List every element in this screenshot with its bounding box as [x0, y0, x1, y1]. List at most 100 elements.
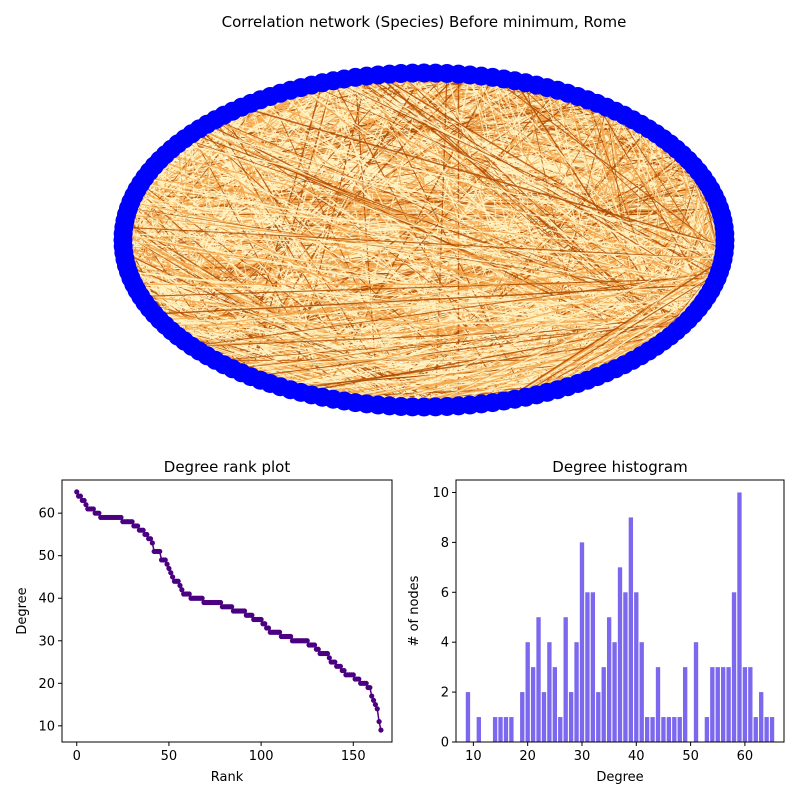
network-edge	[503, 264, 722, 402]
hist-bar	[525, 642, 530, 742]
network-edge	[492, 76, 725, 254]
hist-bar	[552, 667, 557, 742]
hist-bar	[476, 717, 481, 742]
rank-y-tick-label: 60	[38, 507, 55, 522]
network-edge	[377, 245, 726, 406]
network-edge	[241, 106, 726, 248]
network-edge	[184, 138, 694, 315]
network-edge	[126, 214, 425, 408]
histogram-title: Degree histogram	[552, 458, 687, 476]
hist-bar	[541, 692, 547, 742]
network-edge	[280, 283, 715, 388]
network-edge	[280, 324, 683, 388]
network-edge	[140, 295, 657, 347]
network-edge	[154, 313, 568, 388]
rank-y-tick-label: 10	[38, 719, 55, 734]
network-edge	[177, 143, 725, 254]
hist-bar	[503, 717, 509, 742]
network-edge	[388, 73, 589, 381]
network-edge	[171, 252, 725, 332]
rank-point	[356, 676, 362, 682]
network-edge	[164, 87, 302, 326]
hist-y-label: # of nodes	[407, 575, 422, 646]
hist-bar	[742, 667, 748, 742]
network-edge	[123, 232, 657, 348]
network-edge	[140, 277, 718, 297]
network-edge	[332, 207, 720, 400]
rank-x-tick-label: 0	[73, 749, 81, 764]
hist-bar	[655, 667, 661, 742]
network-edge	[260, 99, 715, 285]
hist-x-tick-label: 50	[682, 749, 699, 764]
network-edge	[514, 271, 720, 400]
rank-x-tick-label: 50	[161, 749, 178, 764]
network-edge	[122, 245, 471, 406]
network-edge	[525, 271, 720, 398]
network-edge	[322, 335, 671, 398]
network-nodes	[113, 63, 735, 417]
rank-point	[170, 574, 176, 580]
rank-point	[168, 570, 174, 576]
hist-x-tick-label: 20	[519, 749, 536, 764]
hist-y-tick-label: 8	[441, 536, 449, 551]
hist-bar	[558, 717, 563, 742]
network-edge	[128, 271, 671, 337]
network-edge	[126, 213, 712, 291]
network-edge	[184, 119, 216, 342]
network-edge	[343, 78, 718, 279]
hist-bar	[650, 717, 655, 742]
network-edge	[215, 119, 683, 326]
rank-point	[83, 502, 89, 508]
hist-x-label: Degree	[596, 770, 643, 785]
network-edge	[546, 246, 726, 393]
hist-bar	[623, 592, 628, 742]
network-edge	[191, 313, 694, 347]
hist-y-ticks: 0 2 4 6 8 10	[432, 486, 456, 751]
rank-point	[376, 718, 382, 725]
rank-point	[179, 587, 185, 593]
hist-x-tick-label: 10	[465, 749, 482, 764]
network-edge	[191, 296, 708, 347]
rank-point	[341, 667, 347, 674]
network-edge	[250, 102, 671, 337]
network-edge	[191, 324, 683, 347]
hist-bar	[731, 592, 737, 742]
hist-bar	[596, 692, 601, 742]
network-edge	[136, 114, 625, 291]
rank-point	[276, 629, 283, 635]
hist-bar	[753, 717, 758, 742]
rank-point	[262, 621, 268, 627]
hist-bar	[628, 517, 634, 742]
rank-point	[134, 523, 141, 529]
network-edge	[183, 80, 334, 342]
network-edge	[144, 177, 722, 266]
rank-point	[241, 608, 248, 614]
hist-bar	[574, 642, 579, 742]
network-edge	[423, 265, 722, 408]
rank-point	[175, 578, 181, 584]
network-edge	[260, 99, 650, 352]
hist-bar	[748, 667, 753, 742]
network-edge	[140, 103, 252, 297]
hist-bar	[764, 717, 769, 742]
hist-bar	[585, 592, 590, 742]
rank-point	[74, 489, 80, 495]
hist-bar	[634, 592, 639, 742]
rank-point	[166, 565, 172, 572]
rank-point	[363, 680, 369, 686]
hist-bar	[509, 717, 514, 742]
network-edge	[159, 319, 607, 374]
rank-point	[372, 701, 379, 708]
rank-point	[367, 684, 373, 691]
network-edge	[232, 313, 694, 370]
rank-series	[74, 489, 384, 733]
degree-histogram: Degree histogram 10 20 30 40 50 60 0 2 4 6 8 10 De…	[407, 458, 785, 785]
network-edge	[154, 283, 715, 315]
network-edge	[177, 313, 694, 337]
network-edge	[177, 73, 402, 337]
rank-point	[258, 616, 264, 623]
network-edge	[123, 245, 708, 297]
network-edge	[123, 226, 677, 332]
hist-bar	[492, 717, 498, 742]
rank-point	[90, 506, 96, 512]
